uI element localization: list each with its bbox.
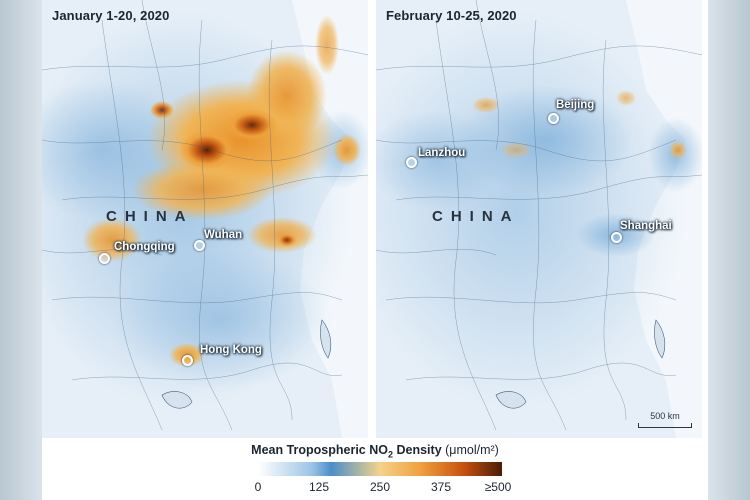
- city-marker-hong-kong: [182, 355, 193, 366]
- color-legend: Mean Tropospheric NO2 Density (μmol/m²) …: [42, 438, 708, 500]
- map-panel-january: January 1-20, 2020 CHINA Chongqing Wuhan…: [42, 0, 368, 438]
- country-label-china: CHINA: [432, 208, 520, 225]
- legend-tick-375: 375: [430, 480, 452, 494]
- legend-tick-500: ≥500: [484, 480, 512, 494]
- city-label-chongqing: Chongqing: [114, 241, 175, 253]
- scale-bar-line: [638, 423, 692, 428]
- legend-title-rest: Density: [393, 443, 446, 457]
- city-label-beijing: Beijing: [556, 99, 595, 111]
- map-february-graphic: [376, 0, 702, 438]
- city-marker-shanghai: [611, 232, 622, 243]
- comparison-figure: January 1-20, 2020 CHINA Chongqing Wuhan…: [42, 0, 708, 500]
- legend-color-ramp: [258, 462, 502, 476]
- city-label-shanghai: Shanghai: [620, 220, 672, 232]
- panel-title-january: January 1-20, 2020: [52, 8, 170, 23]
- legend-tick-250: 250: [369, 480, 391, 494]
- city-label-wuhan: Wuhan: [204, 229, 243, 241]
- city-marker-wuhan: [194, 240, 205, 251]
- city-marker-beijing: [548, 113, 559, 124]
- scale-bar: 500 km: [638, 411, 692, 428]
- left-background-strip: [0, 0, 42, 500]
- panel-title-february: February 10-25, 2020: [386, 8, 517, 23]
- country-label-china: CHINA: [106, 208, 194, 225]
- right-background-strip: [708, 0, 750, 500]
- city-label-lanzhou: Lanzhou: [418, 147, 466, 159]
- city-marker-chongqing: [99, 253, 110, 264]
- map-panel-february: February 10-25, 2020 CHINA Lanzhou Beiji…: [376, 0, 702, 438]
- city-marker-lanzhou: [406, 157, 417, 168]
- legend-title-subscript: 2: [388, 449, 394, 460]
- city-label-hong-kong: Hong Kong: [200, 344, 262, 356]
- legend-unit: (μmol/m²): [445, 443, 499, 457]
- legend-tick-0: 0: [254, 480, 262, 494]
- map-january-graphic: [42, 0, 368, 438]
- scale-bar-label: 500 km: [650, 411, 680, 421]
- legend-tick-125: 125: [308, 480, 330, 494]
- legend-title-main: Mean Tropospheric NO: [251, 443, 388, 457]
- legend-title: Mean Tropospheric NO2 Density (μmol/m²): [42, 443, 708, 460]
